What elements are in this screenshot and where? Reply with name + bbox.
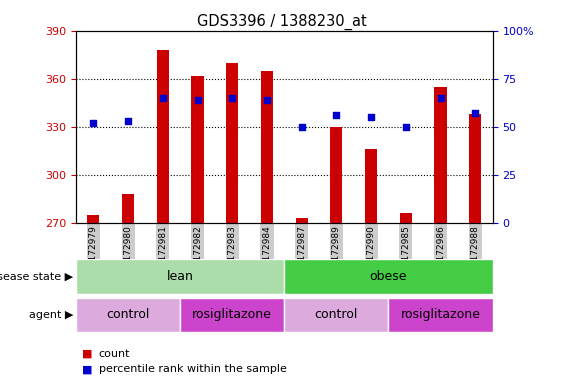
Text: control: control [315,308,358,321]
Bar [296,218,308,223]
Text: obese: obese [370,270,407,283]
Point [124,118,133,124]
Point [227,95,237,101]
Bar [365,149,377,223]
Bar [388,298,493,332]
Point [193,97,202,103]
Text: count: count [99,349,130,359]
Bar [330,127,342,223]
Bar [191,76,204,223]
Point [89,120,98,126]
Text: disease state ▶: disease state ▶ [0,271,73,281]
Point [471,110,480,116]
Text: agent ▶: agent ▶ [29,310,73,320]
Bar [261,71,273,223]
Text: percentile rank within the sample: percentile rank within the sample [99,364,287,374]
Point [158,95,167,101]
Text: rosiglitazone: rosiglitazone [401,308,480,321]
Bar [76,298,180,332]
Text: lean: lean [167,270,194,283]
Point [401,124,410,130]
Text: ■: ■ [82,349,92,359]
Bar [226,63,238,223]
Point [262,97,271,103]
Bar [284,259,493,294]
Bar [180,298,284,332]
Text: control: control [106,308,150,321]
Text: ■: ■ [82,364,92,374]
Bar [122,194,134,223]
Bar [400,213,412,223]
Point [332,112,341,118]
Bar [469,114,481,223]
Bar [87,215,100,223]
Bar [284,298,388,332]
Point [367,114,376,120]
Bar [435,87,446,223]
Text: GDS3396 / 1388230_at: GDS3396 / 1388230_at [196,13,367,30]
Point [297,124,306,130]
Point [436,95,445,101]
Bar [76,259,284,294]
Bar [157,50,169,223]
Text: rosiglitazone: rosiglitazone [193,308,272,321]
